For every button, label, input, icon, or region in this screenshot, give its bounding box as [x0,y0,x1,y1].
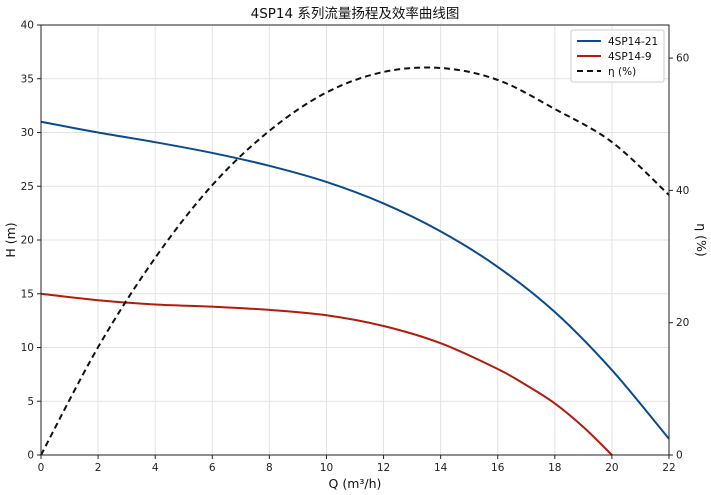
y-tick-label: 15 [21,288,34,300]
series-line-1 [40,292,613,456]
x-tick-label: 18 [548,462,561,474]
legend-label-1: 4SP14-9 [608,51,652,63]
y-axis-left: 0 5 10 15 20 25 30 35 40 [21,20,41,462]
x-tick-label: 0 [38,462,45,474]
x-tick-label: 6 [209,462,216,474]
y-tick-label: 0 [27,450,34,462]
y-tick-label: 30 [21,127,34,139]
y-tick-label: 20 [21,235,34,247]
legend-label-2: η (%) [608,66,636,78]
x-tick-label: 14 [434,462,448,474]
x-tick-label: 20 [605,462,618,474]
y-tick-label: 10 [21,342,34,354]
x-tick-label: 10 [320,462,333,474]
y-axis-label: H (m) [3,222,18,257]
y2-tick-label: 60 [676,53,689,65]
x-tick-label: 4 [152,462,159,474]
series-line-0 [40,120,670,440]
x-tick-label: 12 [377,462,390,474]
x-tick-label: 22 [662,462,675,474]
legend: 4SP14-21 4SP14-9 η (%) [570,29,665,83]
y2-tick-label: 20 [676,317,689,329]
y2-tick-label: 0 [676,450,683,462]
y-tick-label: 25 [21,181,34,193]
y-tick-label: 40 [21,20,34,32]
x-axis: 0 2 4 6 8 10 12 14 16 18 20 22 [38,455,676,474]
y-tick-label: 35 [21,73,34,85]
series-line-2 [40,66,670,456]
legend-box [570,29,665,83]
grid [40,24,670,456]
legend-label-0: 4SP14-21 [608,36,658,48]
y-axis-right: 0 20 40 60 [669,53,689,462]
chart-title: 4SP14 系列流量扬程及效率曲线图 [251,5,460,22]
y2-tick-label: 40 [676,185,689,197]
series-layer [40,66,670,456]
x-tick-label: 8 [266,462,273,474]
y-tick-label: 5 [27,396,34,408]
x-tick-label: 2 [95,462,102,474]
x-tick-label: 16 [491,462,505,474]
y2-axis-label: η (%) [694,223,709,257]
x-axis-label: Q (m³/h) [329,476,382,491]
